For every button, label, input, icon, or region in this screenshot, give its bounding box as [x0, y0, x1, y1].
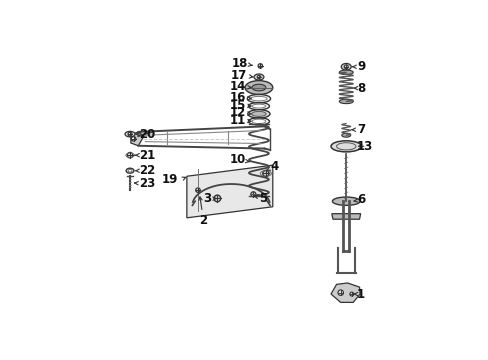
Circle shape	[250, 192, 255, 197]
Ellipse shape	[341, 133, 350, 137]
Text: 18: 18	[231, 57, 252, 69]
Circle shape	[127, 152, 133, 158]
Text: 21: 21	[135, 149, 155, 162]
Text: 8: 8	[353, 82, 365, 95]
Text: 3: 3	[203, 193, 216, 206]
Ellipse shape	[247, 110, 269, 118]
Text: 5: 5	[254, 192, 266, 205]
Ellipse shape	[339, 70, 352, 75]
Ellipse shape	[251, 111, 265, 116]
Text: 4: 4	[266, 160, 278, 173]
Text: 22: 22	[135, 164, 155, 177]
Ellipse shape	[244, 81, 272, 94]
Text: 9: 9	[352, 60, 365, 73]
Circle shape	[344, 65, 347, 69]
Circle shape	[214, 195, 220, 202]
Text: 13: 13	[356, 140, 372, 153]
Text: 17: 17	[230, 69, 252, 82]
Text: 6: 6	[353, 193, 365, 206]
Ellipse shape	[251, 84, 265, 91]
Text: 11: 11	[229, 114, 250, 127]
Text: 14: 14	[229, 80, 250, 93]
Text: 1: 1	[353, 288, 365, 301]
Circle shape	[195, 188, 200, 192]
Ellipse shape	[332, 197, 359, 205]
Polygon shape	[331, 214, 360, 219]
Polygon shape	[330, 283, 359, 302]
Ellipse shape	[339, 99, 352, 104]
Circle shape	[349, 292, 353, 296]
Text: 15: 15	[229, 99, 250, 112]
Circle shape	[262, 170, 268, 176]
Text: 20: 20	[136, 128, 155, 141]
Polygon shape	[186, 165, 272, 218]
Circle shape	[131, 136, 136, 141]
Text: 23: 23	[134, 177, 155, 190]
Circle shape	[128, 132, 132, 136]
Circle shape	[257, 75, 260, 79]
Text: 16: 16	[229, 91, 250, 104]
Text: 7: 7	[351, 123, 365, 136]
Circle shape	[337, 290, 343, 296]
Ellipse shape	[253, 74, 264, 80]
Polygon shape	[131, 132, 143, 146]
Text: 10: 10	[229, 153, 249, 166]
Ellipse shape	[341, 63, 350, 70]
Circle shape	[258, 64, 262, 68]
Text: 2: 2	[199, 197, 207, 227]
Ellipse shape	[125, 131, 135, 137]
Text: 19: 19	[161, 172, 178, 185]
Ellipse shape	[330, 141, 361, 152]
Text: 12: 12	[229, 106, 250, 119]
